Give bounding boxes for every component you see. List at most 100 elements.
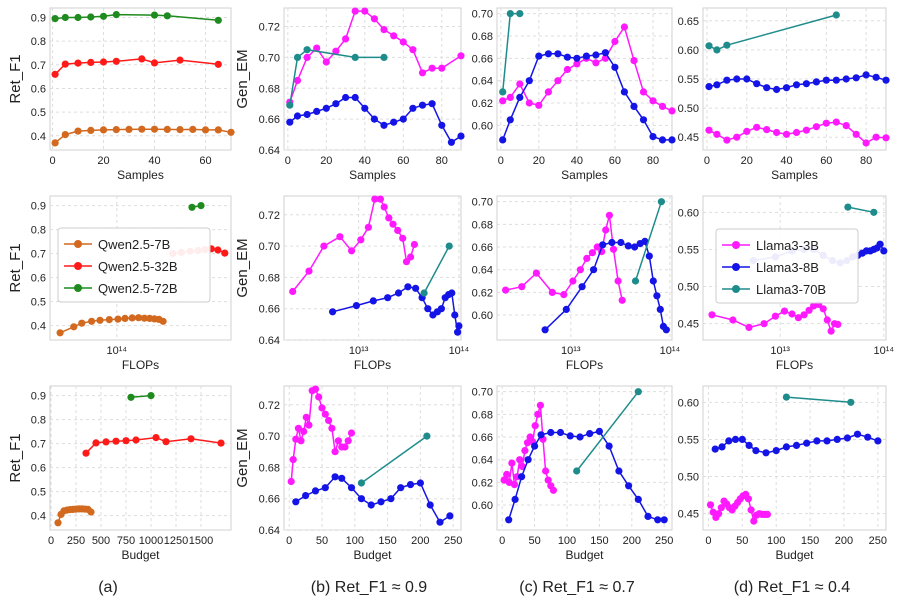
x-tick-label: 1250 bbox=[164, 535, 188, 547]
x-axis-label: Budget bbox=[121, 548, 160, 562]
data-point-llama3-8b bbox=[625, 482, 633, 490]
series-line-qwen2-5-32b bbox=[85, 436, 222, 454]
legend-label-qwen-32b: Qwen2.5-32B bbox=[98, 259, 178, 274]
x-tick-label: 200 bbox=[623, 535, 641, 547]
data-point-llama3-3b bbox=[611, 37, 619, 46]
x-axis-label: FLOPs bbox=[776, 358, 813, 372]
data-point-qwen2-5-7b bbox=[112, 126, 120, 134]
y-tick-label: 0.64 bbox=[259, 525, 280, 537]
data-point-llama3-8b bbox=[342, 93, 350, 102]
y-tick-label: 0.50 bbox=[678, 472, 699, 484]
data-point-llama3-8b bbox=[615, 467, 623, 475]
data-point-llama3-3b bbox=[402, 258, 411, 266]
y-tick-label: 0.4 bbox=[31, 321, 46, 333]
x-tick-label: 40 bbox=[780, 155, 792, 167]
data-point-llama3-8b bbox=[292, 498, 300, 506]
data-point-llama3-8b bbox=[656, 305, 664, 313]
data-point-llama3-3b bbox=[380, 203, 388, 211]
panel-a-budget: 0.4 0.5 0.6 0.7 0.8 0.9 0 250 500 750 1000 1250 1500… bbox=[7, 385, 232, 562]
data-point-llama3-3b bbox=[548, 288, 556, 296]
data-point-llama3-3b bbox=[534, 410, 542, 418]
data-point-llama3-8b bbox=[347, 484, 356, 492]
x-tick-label: 20 bbox=[533, 155, 545, 167]
data-point-qwen2-5-7b bbox=[189, 125, 197, 133]
data-point-llama3-8b bbox=[370, 115, 378, 123]
data-point-llama3-3b bbox=[334, 437, 342, 445]
data-point-llama3-3b bbox=[747, 506, 755, 514]
data-point-llama3-3b bbox=[569, 277, 577, 285]
panel-d-budget: 0.45 0.50 0.55 0.60 0 50 100 150 200 250 Budget bbox=[678, 385, 887, 562]
y-tick-label: 0.66 bbox=[472, 432, 493, 444]
data-point-llama3-8b bbox=[447, 138, 455, 146]
x-tick-label: 0 bbox=[286, 535, 292, 547]
data-point-llama3-3b bbox=[357, 236, 365, 244]
data-point-llama3-3b bbox=[771, 312, 780, 320]
x-tick-label: 250 bbox=[869, 535, 887, 547]
y-tick-label: 0.68 bbox=[472, 219, 493, 231]
data-point-qwen2-5-7b bbox=[96, 316, 104, 324]
data-point-llama3-3b bbox=[321, 410, 329, 418]
data-point-llama3-3b bbox=[516, 456, 524, 464]
data-point-llama3-3b bbox=[773, 128, 781, 137]
data-point-llama3-8b bbox=[634, 495, 642, 503]
data-point-llama3-3b bbox=[535, 101, 543, 109]
data-point-qwen2-5-72b bbox=[127, 393, 135, 401]
data-point-llama3-3b bbox=[380, 26, 388, 34]
y-tick-label: 0.66 bbox=[472, 242, 493, 254]
data-point-llama3-8b bbox=[738, 435, 746, 443]
x-tick-label: 0 bbox=[498, 155, 504, 167]
data-point-qwen2-5-7b bbox=[140, 314, 148, 322]
data-point-llama3-3b bbox=[394, 226, 402, 234]
data-point-llama3-3b bbox=[842, 122, 850, 130]
y-tick-label: 0.55 bbox=[678, 244, 699, 256]
y-tick-label: 0.55 bbox=[678, 74, 699, 86]
data-point-llama3-3b bbox=[521, 447, 529, 455]
x-tick-label: 20 bbox=[320, 155, 332, 167]
data-point-llama3-8b bbox=[601, 49, 610, 57]
data-point-qwen2-5-7b bbox=[121, 314, 129, 322]
y-tick-label: 0.6 bbox=[31, 273, 46, 285]
plot-area bbox=[283, 7, 462, 151]
data-point-llama3-8b bbox=[332, 100, 340, 108]
data-point-llama3-8b bbox=[745, 441, 753, 449]
series-line-llama3-70b bbox=[708, 14, 837, 51]
y-tick-label: 0.66 bbox=[259, 114, 280, 126]
data-point-llama3-8b bbox=[566, 432, 574, 440]
data-point-qwen2-5-7b bbox=[99, 126, 108, 134]
data-point-qwen2-5-7b bbox=[88, 317, 96, 325]
y-tick-label: 0.65 bbox=[678, 16, 699, 28]
x-axis-label: Samples bbox=[561, 168, 608, 182]
caption-a: (a) bbox=[98, 579, 118, 596]
data-point-llama3-3b bbox=[313, 44, 321, 52]
legend-llama: Llama3-3B Llama3-8B Llama3-70B bbox=[715, 228, 859, 304]
data-point-llama3-8b bbox=[404, 283, 412, 291]
data-point-llama3-3b bbox=[457, 52, 465, 60]
data-point-qwen2-5-32b bbox=[138, 55, 146, 63]
data-point-llama3-3b bbox=[733, 133, 741, 141]
x-axis-label: Budget bbox=[353, 548, 392, 562]
legend-qwen: Qwen2.5-7B Qwen2.5-32B Qwen2.5-72B bbox=[57, 227, 211, 303]
data-point-llama3-8b bbox=[880, 247, 888, 255]
data-point-llama3-3b bbox=[302, 413, 310, 421]
data-point-llama3-8b bbox=[361, 104, 369, 112]
data-point-llama3-8b bbox=[302, 492, 310, 500]
panel-a-samples: 0.4 0.5 0.6 0.7 0.8 0.9 0 20 40 60 Samples Ret_F1 bbox=[7, 7, 235, 182]
caption-row: (a) (b) Ret_F1 ≈ 0.9 (c) Ret_F1 ≈ 0.7 (d… bbox=[98, 579, 850, 596]
data-point-llama3-8b bbox=[525, 77, 533, 85]
data-point-llama3-3b bbox=[336, 233, 344, 241]
panel-b-samples: 0.64 0.66 0.68 0.70 0.72 0 20 40 60 80 Samples Gen_… bbox=[234, 7, 465, 182]
data-point-llama3-8b bbox=[852, 74, 860, 82]
x-tick-label: 0 bbox=[285, 155, 291, 167]
y-tick-label: 0.9 bbox=[31, 201, 46, 213]
legend-qwen-frame bbox=[57, 227, 211, 303]
data-point-llama3-3b bbox=[371, 195, 379, 203]
legend-marker-qwen-72b bbox=[74, 284, 82, 292]
data-point-llama3-3b bbox=[745, 323, 753, 331]
data-point-qwen2-5-72b bbox=[214, 16, 222, 24]
data-point-llama3-8b bbox=[822, 76, 830, 84]
x-tick-label: 80 bbox=[860, 155, 872, 167]
y-tick-label: 0.64 bbox=[259, 145, 280, 157]
data-point-llama3-8b bbox=[352, 302, 360, 310]
data-point-llama3-3b bbox=[348, 247, 356, 255]
data-point-llama3-8b bbox=[608, 238, 616, 247]
